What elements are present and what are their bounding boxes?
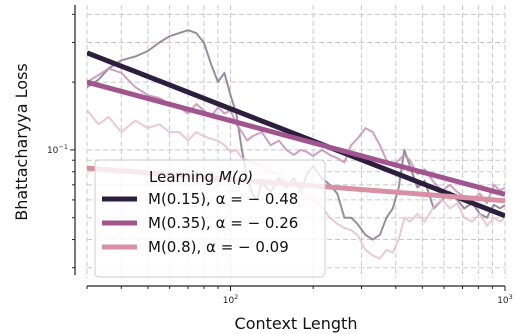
tick-labels: 102 103 10−1 xyxy=(47,13,513,306)
legend-label-2: M(0.35), α = − 0.26 xyxy=(148,214,298,232)
x-tick-label: 102 xyxy=(223,293,239,306)
y-tick-label: 10−1 xyxy=(47,143,68,156)
legend-frame xyxy=(94,159,326,278)
legend-label-1: M(0.15), α = − 0.48 xyxy=(148,190,298,208)
fit-line-1 xyxy=(87,50,505,219)
x-tick-label: 103 xyxy=(497,293,513,306)
x-axis-label: Context Length xyxy=(235,314,358,333)
legend-label-3: M(0.8), α = − 0.09 xyxy=(148,238,289,256)
axes xyxy=(74,5,505,287)
fit-line-2 xyxy=(87,79,505,197)
y-axis-label: Bhattacharyya Loss xyxy=(12,63,31,221)
legend: Learning M(ρ) M(0.15), α = − 0.48 M(0.35)… xyxy=(94,159,326,278)
legend-title: Learning M(ρ) xyxy=(149,168,253,186)
